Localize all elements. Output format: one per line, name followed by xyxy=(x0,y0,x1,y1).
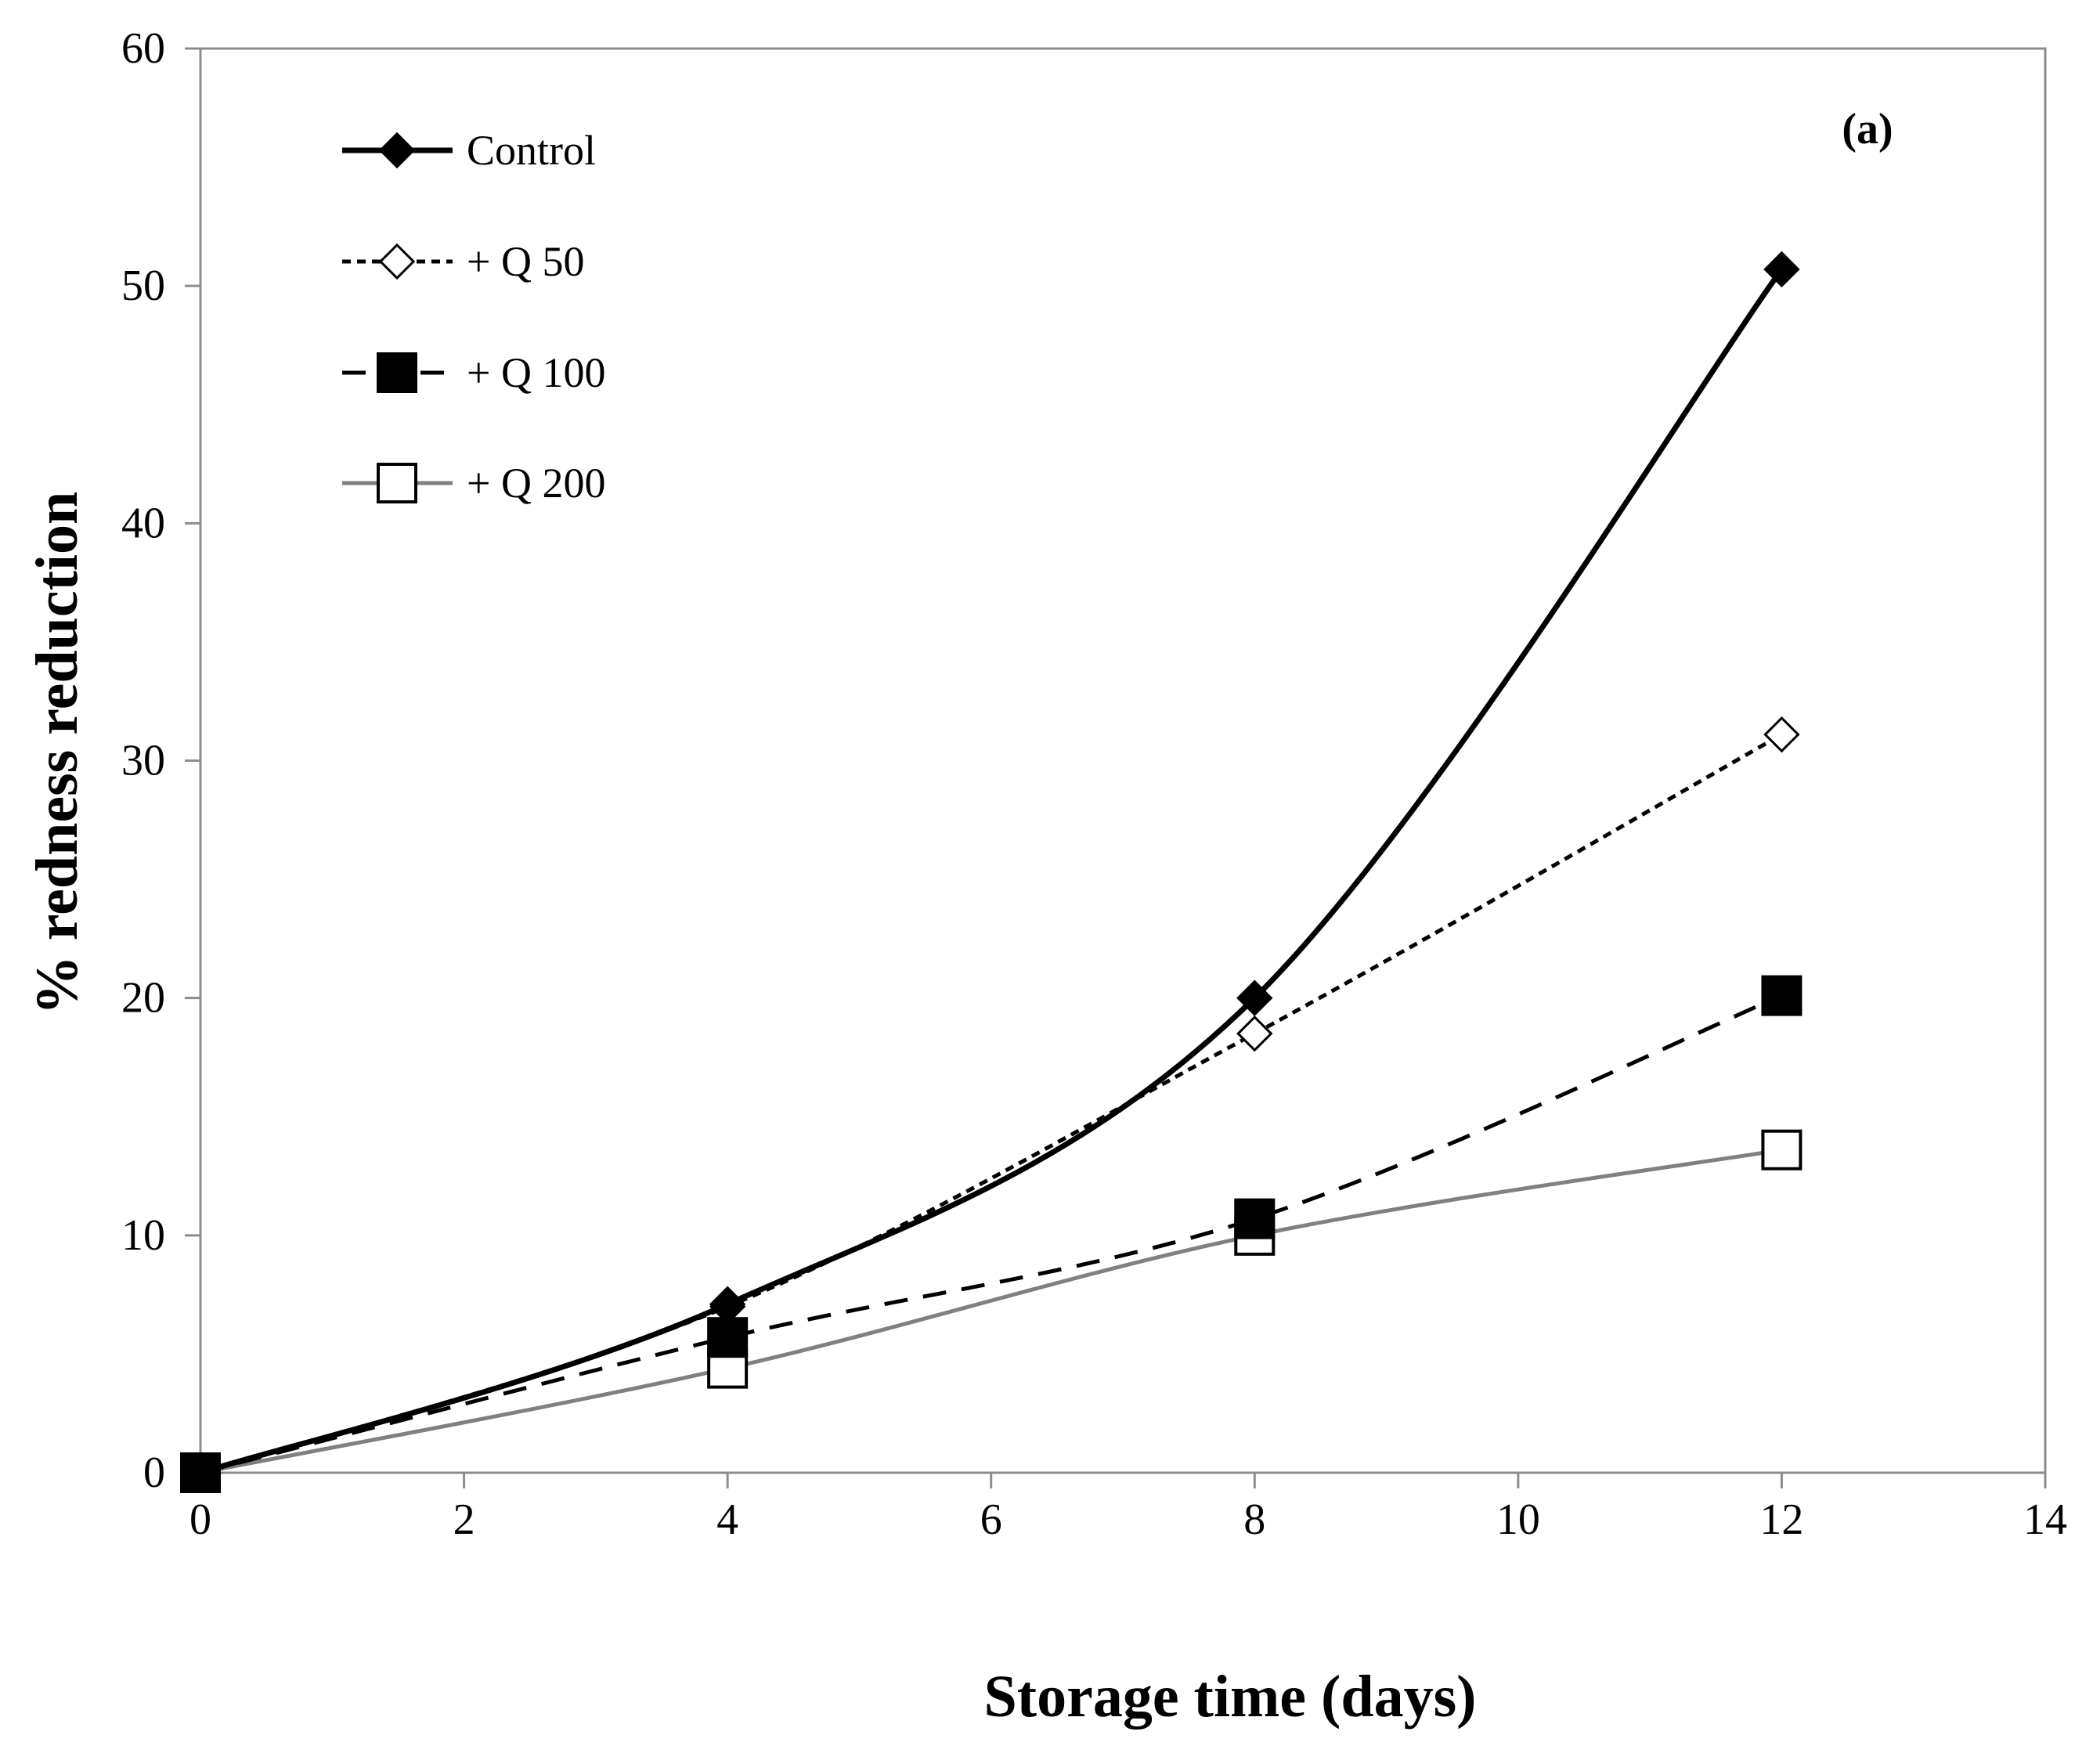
series-markers xyxy=(180,251,1803,1493)
legend-item-q-100: + Q 100 xyxy=(342,349,605,396)
x-tick-label: 8 xyxy=(1243,1495,1265,1544)
legend-label: + Q 50 xyxy=(467,238,584,285)
x-tick-label: 10 xyxy=(1496,1495,1540,1544)
series-line-q-50 xyxy=(200,732,1783,1475)
y-tick-label: 30 xyxy=(121,737,165,785)
x-axis-title: Storage time (days) xyxy=(984,1664,1477,1730)
x-axis-ticks: 0 2 4 6 8 10 12 14 xyxy=(189,1473,2067,1544)
x-tick-label: 6 xyxy=(980,1495,1002,1544)
data-point-q-200 xyxy=(1761,1129,1803,1171)
data-point-q-100 xyxy=(707,1317,749,1358)
y-axis-ticks: 0 10 20 30 40 50 60 xyxy=(121,24,200,1497)
x-tick-label: 0 xyxy=(189,1495,211,1544)
legend-marker xyxy=(377,352,417,393)
x-tick-label: 2 xyxy=(453,1495,475,1544)
y-tick-label: 50 xyxy=(121,262,165,310)
x-tick-label: 14 xyxy=(2023,1495,2067,1544)
legend-item-q-200: + Q 200 xyxy=(342,460,605,507)
y-tick-label: 0 xyxy=(143,1448,165,1497)
legend-item-q-50: + Q 50 xyxy=(342,238,584,285)
data-point-control xyxy=(1763,251,1800,288)
legend-marker xyxy=(378,243,416,280)
y-tick-label: 10 xyxy=(121,1211,165,1260)
data-point-q-100 xyxy=(1761,975,1803,1016)
legend: Control + Q 50 + Q 100 + Q 200 xyxy=(342,127,605,507)
series-lines xyxy=(199,267,1784,1476)
legend-marker xyxy=(378,132,416,169)
series-line-q-200 xyxy=(200,1148,1782,1475)
data-point-q-50 xyxy=(1763,716,1800,753)
data-point-q-50 xyxy=(1236,1015,1273,1052)
x-tick-label: 12 xyxy=(1759,1495,1803,1544)
y-axis-title: % redness reduction xyxy=(24,492,90,1015)
y-tick-label: 40 xyxy=(121,499,165,547)
y-tick-label: 60 xyxy=(121,24,165,73)
series-line-control xyxy=(199,267,1784,1476)
legend-label: + Q 200 xyxy=(467,460,605,507)
data-point-control xyxy=(1236,979,1273,1016)
panel-label: (a) xyxy=(1842,105,1893,153)
data-point-q-100 xyxy=(1234,1198,1276,1239)
data-point-control xyxy=(182,1454,219,1492)
data-point-control xyxy=(709,1286,746,1322)
series-line-q-100 xyxy=(200,994,1783,1475)
legend-label: + Q 100 xyxy=(467,349,605,396)
y-tick-label: 20 xyxy=(121,974,165,1023)
legend-label: Control xyxy=(467,127,596,174)
x-tick-label: 4 xyxy=(716,1495,738,1544)
legend-item-control: Control xyxy=(342,127,596,174)
legend-marker xyxy=(377,463,417,503)
